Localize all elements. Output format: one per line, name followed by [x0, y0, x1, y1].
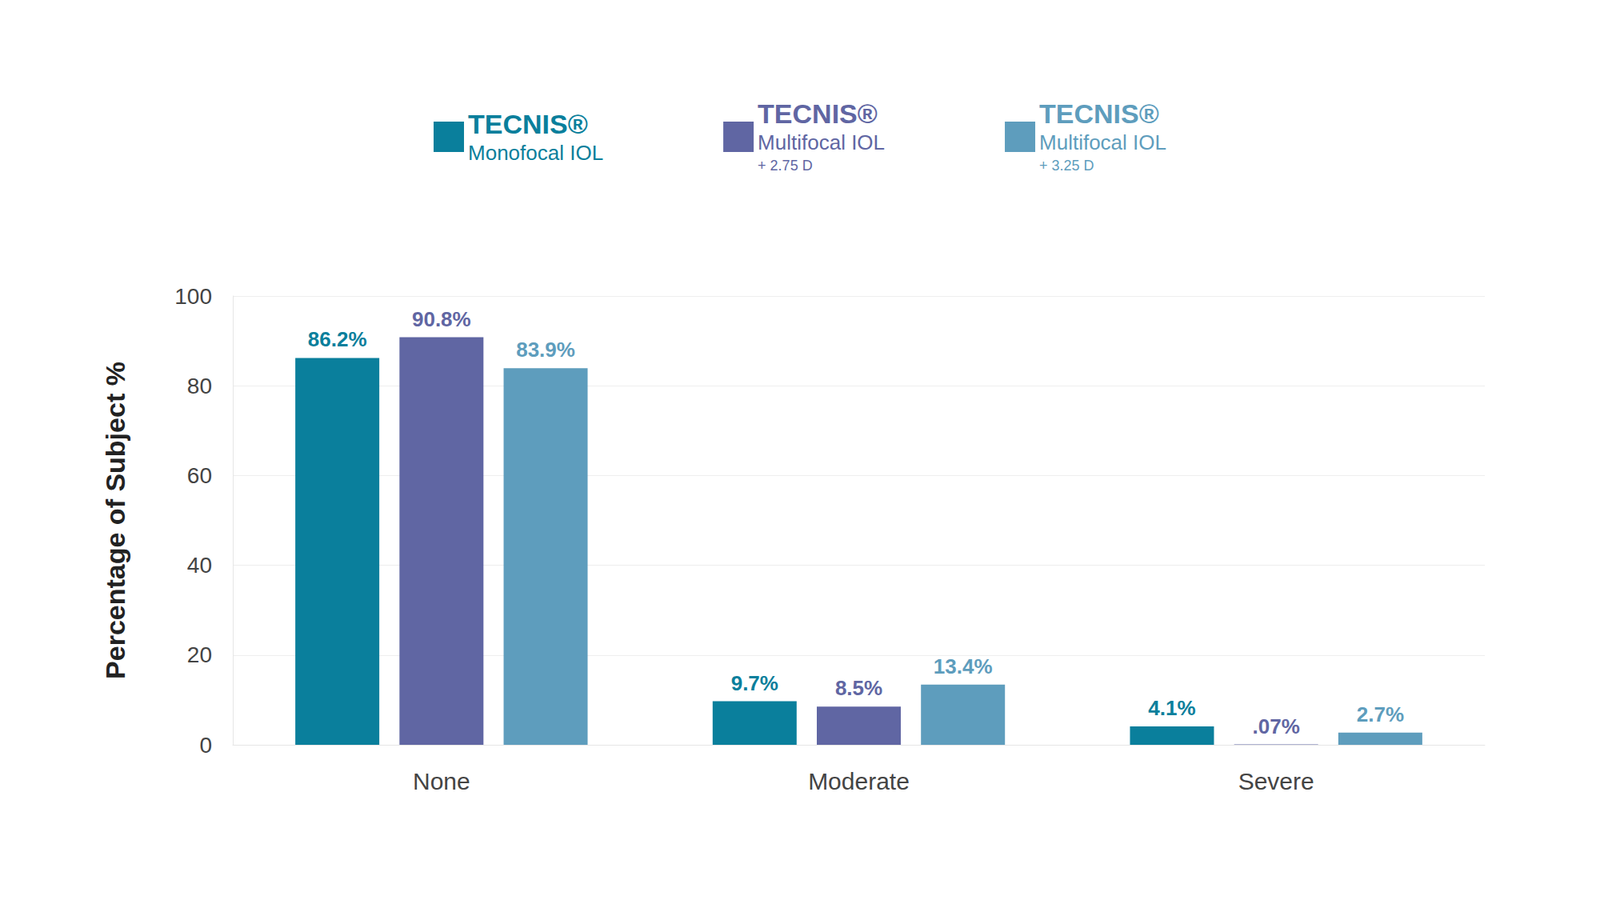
svg-text:Multifocal IOL: Multifocal IOL	[1039, 130, 1167, 155]
svg-text:TECNIS®: TECNIS®	[757, 98, 878, 129]
svg-text:60: 60	[187, 463, 212, 488]
svg-text:80: 80	[187, 373, 212, 399]
svg-text:Multifocal IOL: Multifocal IOL	[757, 130, 885, 155]
svg-text:20: 20	[187, 642, 212, 668]
svg-text:+ 2.75 D: + 2.75 D	[757, 157, 813, 174]
svg-text:+ 3.25 D: + 3.25 D	[1039, 157, 1095, 174]
svg-text:Monofocal IOL: Monofocal IOL	[468, 140, 604, 165]
svg-text:2.7%: 2.7%	[1356, 702, 1404, 727]
svg-text:13.4%: 13.4%	[933, 654, 993, 679]
svg-text:None: None	[412, 768, 471, 795]
svg-text:Moderate: Moderate	[808, 768, 910, 795]
svg-text:TECNIS®: TECNIS®	[468, 108, 588, 140]
svg-text:TECNIS®: TECNIS®	[1039, 98, 1160, 129]
svg-text:90.8%: 90.8%	[412, 307, 472, 332]
svg-text:Percentage of Subject %: Percentage of Subject %	[100, 361, 131, 680]
svg-text:40: 40	[187, 552, 212, 578]
svg-text:4.1%: 4.1%	[1148, 696, 1196, 720]
svg-text:.07%: .07%	[1252, 714, 1300, 739]
svg-text:8.5%: 8.5%	[835, 676, 883, 700]
svg-text:86.2%: 86.2%	[308, 327, 368, 352]
svg-text:Severe: Severe	[1238, 768, 1315, 795]
svg-text:83.9%: 83.9%	[516, 337, 576, 362]
svg-text:100: 100	[174, 284, 212, 309]
svg-text:0: 0	[199, 732, 212, 758]
svg-text:9.7%: 9.7%	[731, 671, 779, 696]
